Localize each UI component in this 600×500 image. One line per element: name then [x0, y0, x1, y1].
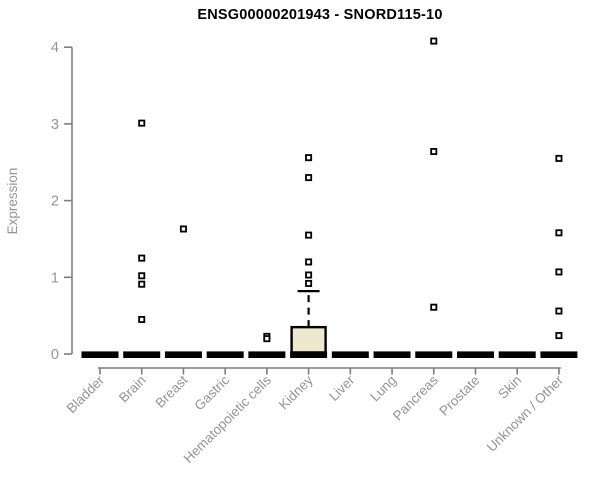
- zero-bar-prostate: [456, 351, 494, 358]
- outlier-point-pancreas: [430, 148, 438, 156]
- outlier-point-kidney: [305, 279, 313, 287]
- zero-bar-bladder: [81, 351, 119, 358]
- outlier-point-unknown-other: [555, 332, 563, 340]
- x-tick-label-breast: Breast: [152, 372, 190, 410]
- x-tick-label-kidney: Kidney: [276, 372, 316, 412]
- zero-bar-gastric: [206, 351, 244, 358]
- outlier-point-kidney: [305, 154, 313, 162]
- chart-title: ENSG00000201943 - SNORD115-10: [197, 7, 443, 23]
- y-tick-label: 2: [51, 194, 59, 210]
- zero-bar-hematopoietic-cells: [248, 351, 286, 358]
- x-tick-label-lung: Lung: [367, 373, 399, 405]
- outlier-point-unknown-other: [555, 307, 563, 315]
- x-tick-label-prostate: Prostate: [436, 373, 482, 419]
- outlier-point-pancreas: [430, 37, 438, 45]
- outlier-point-brain: [138, 254, 146, 262]
- x-tick-label-bladder: Bladder: [64, 372, 108, 416]
- y-tick-label: 3: [51, 117, 59, 133]
- outlier-point-kidney: [305, 258, 313, 266]
- outlier-point-brain: [138, 119, 146, 127]
- outlier-point-brain: [138, 315, 146, 323]
- outlier-point-hematopoietic-cells: [263, 335, 271, 343]
- outlier-point-kidney: [305, 271, 313, 279]
- outlier-point-breast: [179, 225, 187, 233]
- zero-bar-lung: [373, 351, 411, 358]
- outlier-point-kidney: [305, 231, 313, 239]
- zero-bar-brain: [123, 351, 161, 358]
- zero-bar-pancreas: [415, 351, 453, 358]
- zero-bar-skin: [498, 351, 536, 358]
- x-tick-label-unknown-other: Unknown / Other: [484, 372, 567, 455]
- zero-bar-breast: [164, 351, 202, 358]
- x-tick-label-gastric: Gastric: [191, 372, 232, 413]
- x-tick-label-pancreas: Pancreas: [390, 372, 441, 423]
- outlier-point-kidney: [305, 174, 313, 182]
- y-tick-label: 0: [51, 347, 59, 363]
- y-tick-label: 4: [51, 40, 59, 56]
- x-tick-label-liver: Liver: [326, 372, 358, 404]
- zero-bar-kidney: [290, 351, 328, 358]
- y-tick-label: 1: [51, 270, 59, 286]
- zero-bar-unknown-other: [540, 351, 578, 358]
- x-tick-label-skin: Skin: [495, 373, 524, 402]
- outlier-point-brain: [138, 272, 146, 280]
- outlier-point-pancreas: [430, 303, 438, 311]
- box-rect-kidney: [290, 325, 327, 354]
- outlier-point-unknown-other: [555, 154, 563, 162]
- outlier-point-brain: [138, 280, 146, 288]
- outlier-point-unknown-other: [555, 268, 563, 276]
- outlier-point-unknown-other: [555, 229, 563, 237]
- x-tick-label-brain: Brain: [116, 373, 149, 406]
- zero-bar-liver: [331, 351, 369, 358]
